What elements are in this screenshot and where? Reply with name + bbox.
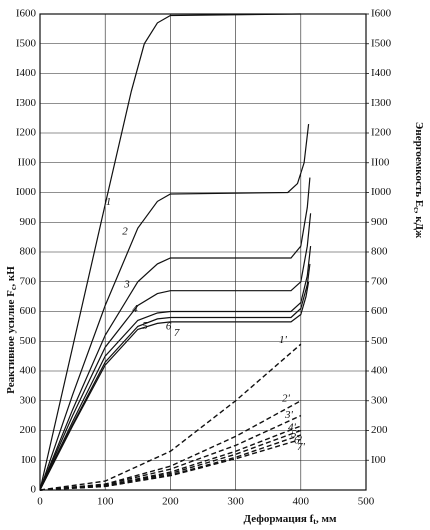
y2-tick-label: I000: [371, 186, 392, 198]
curve-label: 7': [297, 441, 306, 453]
dashed-curve: [39, 438, 301, 491]
curve-label: 7: [174, 327, 180, 339]
curve: [39, 177, 311, 491]
y2-tick-label: II00: [371, 156, 390, 168]
y-axis-title: Реактивное усилие Fc, кН: [5, 266, 18, 394]
y-tick-label: 700: [20, 275, 37, 287]
x-axis-title: Деформация ft, мм: [244, 513, 337, 526]
curve-label: 6': [294, 434, 303, 446]
curve-label: 1': [279, 334, 288, 346]
curve-label: 1: [106, 196, 112, 208]
dashed-curve: [39, 343, 302, 491]
y-tick-label: 0: [31, 484, 37, 496]
curve-label: 2: [122, 226, 128, 238]
y-tick-label: 900: [20, 216, 37, 228]
y-tick-label: 500: [20, 335, 37, 347]
curve-label: 4: [132, 303, 138, 315]
x-tick-label: 400: [293, 496, 310, 508]
y2-title-unit: , кДж: [413, 211, 425, 238]
x-title-sub: t: [313, 517, 316, 526]
x-title-text: Деформация f: [244, 513, 314, 525]
y2-title-sub: c: [412, 207, 421, 211]
y-tick-label: I200: [16, 127, 37, 139]
y-tick-label: 300: [20, 394, 37, 406]
y-tick-label: 800: [20, 246, 37, 258]
y-title-text: Реактивное усилие F: [5, 290, 17, 394]
curve: [39, 13, 301, 491]
y2-tick-label: I400: [371, 67, 392, 79]
y2-tick-label: 700: [371, 275, 388, 287]
curve: [39, 263, 311, 491]
y2-tick-label: 800: [371, 246, 388, 258]
curve: [39, 213, 312, 491]
x-tick-label: 500: [358, 496, 375, 508]
curve-label: 5': [291, 428, 300, 440]
y2-tick-label: I00: [371, 454, 386, 466]
y2-tick-label: 600: [371, 305, 388, 317]
curve-label: 6: [166, 320, 172, 332]
y2-tick-label: 500: [371, 335, 388, 347]
y-tick-label: 600: [20, 305, 37, 317]
curve-label: 3: [123, 278, 130, 290]
y2-tick-label: I300: [371, 97, 392, 109]
y2-title-text: Энергоемкость E: [413, 122, 425, 207]
y-tick-label: II00: [18, 156, 37, 168]
plot-frame: [39, 13, 367, 491]
x-tick-label: 300: [227, 496, 244, 508]
y-title-unit: , кН: [5, 266, 17, 287]
y2-tick-label: 900: [371, 216, 388, 228]
y-tick-label: I400: [16, 67, 37, 79]
y-tick-label: I000: [16, 186, 37, 198]
y2-tick-label: I500: [371, 37, 392, 49]
x-title-unit: , мм: [316, 513, 337, 525]
x-tick-label: 100: [97, 496, 114, 508]
x-tick-label: 200: [162, 496, 179, 508]
curve-label: 3': [284, 409, 294, 421]
curve-label: 5: [142, 320, 148, 332]
y-tick-label: 200: [20, 424, 37, 436]
y2-tick-label: I600: [371, 8, 392, 20]
y2-tick-label: I200: [371, 127, 392, 139]
curve-label: 4': [288, 422, 297, 434]
y-tick-label: 400: [20, 365, 37, 377]
y2-tick-label: 200: [371, 424, 388, 436]
x-tick-label: 0: [37, 496, 43, 508]
curve: [39, 281, 310, 491]
y-tick-label: I00: [21, 454, 36, 466]
y-title-sub: c: [9, 286, 18, 290]
y-tick-label: I300: [16, 97, 37, 109]
curve: [39, 246, 312, 491]
curve-label: 2': [282, 392, 291, 404]
y2-axis-title: Энергоемкость Ec, кДж: [412, 122, 425, 238]
y2-tick-label: 300: [371, 394, 388, 406]
y-tick-label: I600: [16, 8, 37, 20]
curve: [39, 124, 310, 491]
y2-tick-label: 400: [371, 365, 388, 377]
y-tick-label: I500: [16, 37, 37, 49]
